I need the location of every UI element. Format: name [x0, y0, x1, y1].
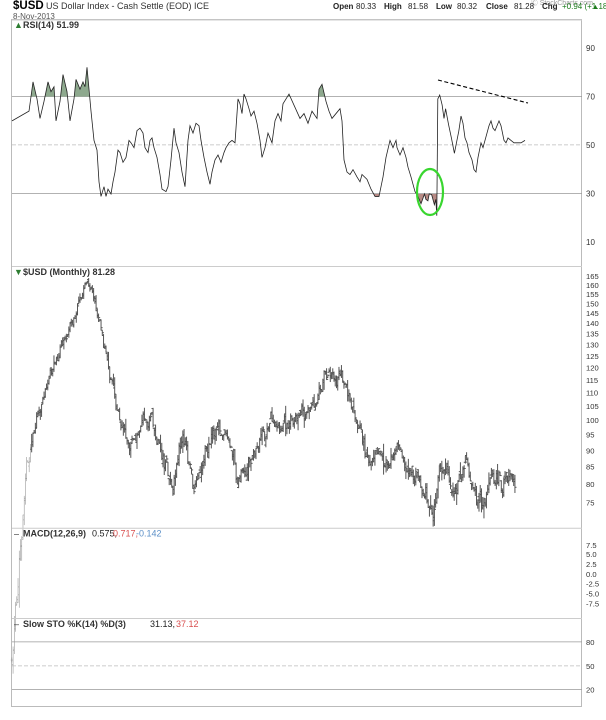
- svg-text:100: 100: [586, 416, 599, 425]
- svg-text:20: 20: [586, 685, 594, 694]
- svg-text:-5.0: -5.0: [586, 590, 599, 599]
- svg-text:2.5: 2.5: [586, 560, 597, 569]
- svg-text:-0.142: -0.142: [136, 529, 162, 539]
- svg-text:81.28: 81.28: [514, 2, 535, 11]
- svg-text:50: 50: [586, 662, 594, 671]
- svg-text:115: 115: [586, 376, 598, 385]
- svg-text:80.32: 80.32: [457, 2, 478, 11]
- svg-text:US Dollar Index - Cash Settle: US Dollar Index - Cash Settle (EOD) ICE: [46, 1, 209, 11]
- svg-text:5.0: 5.0: [586, 550, 597, 559]
- svg-text:–: –: [14, 619, 19, 629]
- svg-text:$USD (Monthly) 81.28: $USD (Monthly) 81.28: [23, 267, 115, 277]
- svg-text:155: 155: [586, 290, 599, 299]
- svg-text:150: 150: [586, 299, 599, 308]
- svg-text:+0.94 (+1.18%): +0.94 (+1.18%): [562, 2, 606, 11]
- svg-text:▲: ▲: [14, 20, 23, 30]
- svg-text:95: 95: [586, 431, 594, 440]
- svg-text:10: 10: [586, 238, 595, 247]
- svg-text:–: –: [14, 529, 19, 539]
- svg-text:85: 85: [586, 463, 594, 472]
- svg-text:80.33: 80.33: [356, 2, 377, 11]
- svg-text:160: 160: [586, 281, 599, 290]
- svg-text:-2.5: -2.5: [586, 580, 599, 589]
- svg-text:Open: Open: [333, 2, 354, 11]
- svg-text:165: 165: [586, 272, 599, 281]
- svg-text:90: 90: [586, 446, 594, 455]
- svg-text:110: 110: [586, 389, 598, 398]
- svg-text:RSI(14) 51.99: RSI(14) 51.99: [23, 20, 79, 30]
- svg-text:81.58: 81.58: [408, 2, 429, 11]
- svg-text:130: 130: [586, 341, 599, 350]
- svg-text:▼: ▼: [14, 267, 23, 277]
- svg-text:145: 145: [586, 309, 599, 318]
- svg-text:80: 80: [586, 638, 594, 647]
- svg-text:High: High: [384, 2, 402, 11]
- svg-text:125: 125: [586, 352, 599, 361]
- svg-text:0.0: 0.0: [586, 570, 597, 579]
- svg-text:Close: Close: [486, 2, 508, 11]
- svg-text:80: 80: [586, 480, 594, 489]
- svg-text:70: 70: [586, 93, 595, 102]
- svg-text:37.12: 37.12: [176, 619, 199, 629]
- svg-text:105: 105: [586, 402, 599, 411]
- svg-text:120: 120: [586, 364, 599, 373]
- svg-text:-7.5: -7.5: [586, 600, 599, 609]
- svg-text:7.5: 7.5: [586, 541, 597, 550]
- svg-text:Chg: Chg: [542, 2, 558, 11]
- svg-text:0.717,: 0.717,: [113, 529, 138, 539]
- svg-text:Slow STO %K(14) %D(3): Slow STO %K(14) %D(3): [23, 619, 126, 629]
- svg-text:50: 50: [586, 141, 595, 150]
- svg-text:135: 135: [586, 330, 599, 339]
- svg-text:75: 75: [586, 499, 594, 508]
- svg-text:31.13,: 31.13,: [150, 619, 175, 629]
- svg-text:140: 140: [586, 319, 599, 328]
- svg-text:$USD: $USD: [13, 0, 44, 12]
- svg-text:▲: ▲: [592, 4, 599, 11]
- svg-text:MACD(12,26,9): MACD(12,26,9): [23, 529, 86, 539]
- svg-text:90: 90: [586, 44, 595, 53]
- svg-text:Low: Low: [436, 2, 453, 11]
- svg-text:30: 30: [586, 189, 595, 198]
